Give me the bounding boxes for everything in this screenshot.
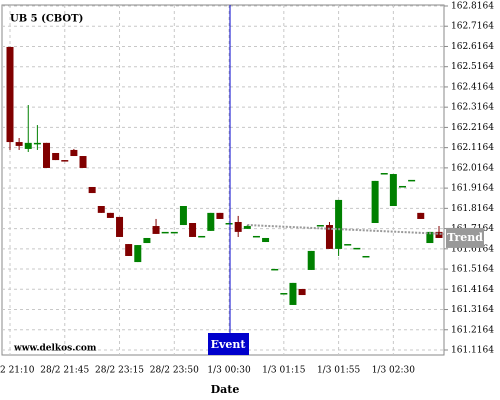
- candle-body: [70, 149, 78, 157]
- y-tick-label: 161.9164: [451, 184, 494, 194]
- chart-title: UB 5 (CBOT): [10, 14, 83, 25]
- y-tick-label: 162.8164: [451, 1, 494, 11]
- candle-body: [335, 199, 343, 249]
- y-tick-label: 162.6164: [451, 42, 494, 52]
- candle-body: [179, 206, 187, 226]
- x-axis-label: Date: [211, 383, 240, 396]
- y-tick-label: 162.5164: [451, 62, 494, 72]
- candle-body: [371, 180, 379, 224]
- x-tick-label: 28/2 23:15: [95, 366, 144, 376]
- candle-body: [61, 160, 69, 162]
- x-tick-label: 1/3 01:55: [317, 366, 361, 376]
- y-tick-label: 161.4164: [451, 285, 494, 295]
- candle-body: [417, 212, 425, 219]
- y-tick-label: 161.1164: [451, 346, 494, 356]
- y-tick-label: 161.2164: [451, 325, 494, 335]
- candle-body: [97, 206, 105, 213]
- plot-frame: [1, 4, 445, 356]
- candle-body: [189, 223, 197, 237]
- y-tick-label: 162.2164: [451, 123, 494, 133]
- candle-body: [15, 142, 23, 146]
- trend-label: Trend: [447, 231, 483, 244]
- x-tick-label: 1/3 01:15: [262, 366, 306, 376]
- y-tick-label: 161.5164: [451, 265, 494, 275]
- candle-body: [106, 212, 114, 218]
- y-tick-label: 162.4164: [451, 82, 494, 92]
- y-tick-label: 162.0164: [451, 163, 494, 173]
- candle-body: [125, 244, 133, 256]
- x-tick-label: 28/2 21:45: [40, 366, 89, 376]
- y-tick-label: 161.8164: [451, 204, 494, 214]
- candle-body: [207, 212, 215, 231]
- candle-body: [298, 288, 306, 296]
- candle-body: [143, 237, 151, 244]
- candle-body: [33, 142, 41, 145]
- candle-body: [252, 235, 260, 238]
- y-tick-label: 161.6164: [451, 244, 494, 254]
- candle-body: [353, 247, 361, 250]
- trend-line: [247, 224, 445, 235]
- y-tick-label: 162.1164: [451, 143, 494, 153]
- candle-body: [198, 235, 206, 238]
- candle-body: [88, 186, 96, 194]
- candle-body: [408, 179, 416, 182]
- candle-body: [380, 173, 388, 175]
- candle-body: [170, 231, 178, 234]
- candle-body: [426, 231, 434, 244]
- candle-body: [116, 216, 124, 237]
- candle-body: [152, 226, 160, 234]
- candle-body: [243, 226, 251, 229]
- candle-body: [24, 142, 32, 149]
- candle-body: [43, 142, 51, 168]
- candle-body: [325, 225, 333, 249]
- candle-body: [289, 282, 297, 305]
- candle-body: [52, 152, 60, 161]
- candle-body: [344, 244, 352, 246]
- trend-box: [446, 227, 484, 248]
- candle-body: [262, 237, 270, 243]
- candle-body: [216, 212, 224, 219]
- candle-body: [234, 221, 242, 232]
- x-tick-label: 28/2 21:10: [0, 366, 35, 376]
- candle-body: [225, 223, 233, 225]
- event-label: Event: [211, 338, 247, 351]
- candle-body: [307, 250, 315, 270]
- y-tick-label: 162.3164: [451, 103, 494, 113]
- candle-body: [316, 225, 324, 227]
- candle-body: [6, 46, 14, 143]
- candle-body: [134, 245, 142, 263]
- candle-body: [271, 268, 279, 271]
- y-tick-label: 161.3164: [451, 305, 494, 315]
- event-box: [208, 333, 249, 355]
- x-tick-label: 1/3 00:30: [207, 366, 251, 376]
- x-tick-label: 28/2 23:50: [150, 366, 199, 376]
- candle-body: [362, 255, 370, 258]
- watermark: www.delkos.com: [13, 344, 97, 354]
- candle-body: [398, 185, 406, 188]
- candle-body: [79, 156, 87, 168]
- candle-body: [161, 231, 169, 234]
- candle-body: [389, 174, 397, 207]
- candle-body: [280, 293, 288, 295]
- candle-body: [435, 231, 443, 238]
- x-tick-label: 1/3 02:30: [372, 366, 416, 376]
- y-tick-label: 162.7164: [451, 22, 494, 32]
